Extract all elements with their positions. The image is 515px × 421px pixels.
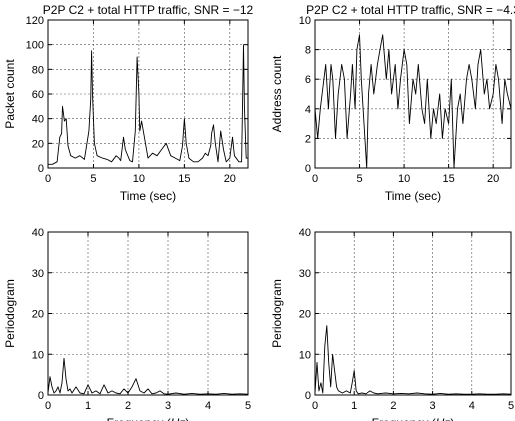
x-tick-label: 10 [398,173,410,185]
axes-frame [314,19,512,169]
x-axis-label: Time (sec) [120,189,176,203]
y-axis-label: Periodogram [3,279,17,348]
y-tick-label: 20 [32,309,44,321]
y-tick-label: 40 [32,114,44,126]
y-tick-label: 30 [299,268,311,280]
x-tick-label: 15 [443,173,455,185]
y-tick-label: 100 [26,40,44,52]
x-tick-label: 5 [245,400,251,412]
x-tick-label: 4 [469,400,475,412]
x-axis-label: Frequency (Hz) [107,416,190,421]
y-tick-label: 2 [305,133,311,145]
x-tick-label: 20 [487,173,499,185]
y-tick-label: 30 [32,268,44,280]
x-tick-label: 2 [125,400,131,412]
x-tick-label: 1 [85,400,91,412]
series-line [48,44,248,165]
chart-p4: 0 1 2 3 4 5 0 10 20 30 40 Frequency (Hz) Periodogram [270,227,514,421]
y-tick-label: 4 [305,104,311,116]
y-tick-label: 10 [299,349,311,361]
series-line [314,34,512,169]
y-axis-label: Address count [270,55,284,132]
y-axis-label: Packet count [3,59,17,129]
chart-title: P2P C2 + total HTTP traffic, SNR = −4.3 [306,3,515,17]
x-tick-label: 0 [312,173,318,185]
y-tick-label: 0 [305,390,311,402]
y-tick-label: 40 [32,227,44,239]
x-axis-label: Frequency (Hz) [372,416,455,421]
chart-p3: 0 1 2 3 4 5 0 10 20 30 40 Frequency (Hz) Periodogram [3,227,251,421]
x-tick-label: 0 [45,173,51,185]
x-tick-label: 0 [45,400,51,412]
y-tick-label: 8 [305,45,311,57]
series-line [314,325,512,395]
y-tick-label: 40 [299,227,311,239]
x-tick-label: 2 [390,400,396,412]
x-tick-label: 3 [165,400,171,412]
x-tick-label: 5 [90,173,96,185]
y-tick-label: 20 [299,309,311,321]
y-tick-label: 0 [38,390,44,402]
y-tick-label: 0 [305,163,311,175]
x-tick-label: 4 [205,400,211,412]
y-tick-label: 60 [32,89,44,101]
x-tick-label: 15 [178,173,190,185]
y-tick-label: 80 [32,64,44,76]
y-tick-label: 10 [32,349,44,361]
y-tick-label: 6 [305,74,311,86]
y-axis-label: Periodogram [270,279,284,348]
x-tick-label: 5 [508,400,514,412]
chart-title: P2P C2 + total HTTP traffic, SNR = −12 [43,3,254,17]
x-tick-label: 10 [133,173,145,185]
x-tick-label: 20 [224,173,236,185]
x-tick-label: 0 [312,400,318,412]
y-tick-label: 0 [38,163,44,175]
x-tick-label: 5 [356,173,362,185]
x-tick-label: 1 [351,400,357,412]
y-tick-label: 10 [299,15,311,27]
x-tick-label: 3 [430,400,436,412]
y-tick-label: 20 [32,138,44,150]
series-line [47,357,249,395]
x-axis-label: Time (sec) [385,189,441,203]
y-tick-label: 120 [26,15,44,27]
